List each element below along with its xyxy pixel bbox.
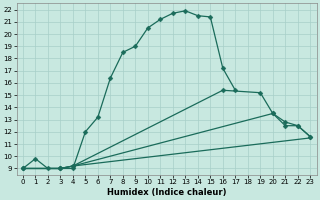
X-axis label: Humidex (Indice chaleur): Humidex (Indice chaleur): [107, 188, 226, 197]
